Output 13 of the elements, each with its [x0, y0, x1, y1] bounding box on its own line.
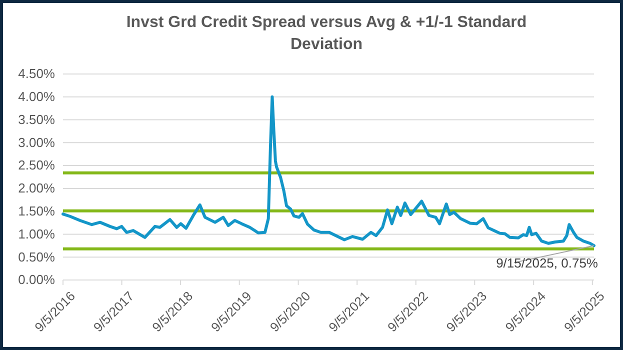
y-tick-label: 3.00%	[18, 134, 56, 150]
y-tick-label: 1.00%	[18, 226, 56, 242]
annotation: 9/15/2025, 0.75%	[496, 256, 598, 271]
y-tick-label: 2.50%	[18, 158, 56, 173]
y-tick-label: 2.00%	[18, 180, 56, 196]
y-tick-label: 0.00%	[18, 272, 56, 288]
y-tick-label: 0.50%	[18, 249, 56, 264]
line-series	[62, 95, 596, 248]
chart-title: Invst Grd Credit Spread versus Avg & +1/-1 Standard Deviation	[126, 14, 527, 53]
y-tick-label: 4.50%	[18, 66, 56, 82]
y-tick-label: 1.50%	[18, 203, 56, 218]
y-tick-label: 3.50%	[18, 112, 56, 127]
y-tick-label: 4.00%	[18, 89, 56, 104]
